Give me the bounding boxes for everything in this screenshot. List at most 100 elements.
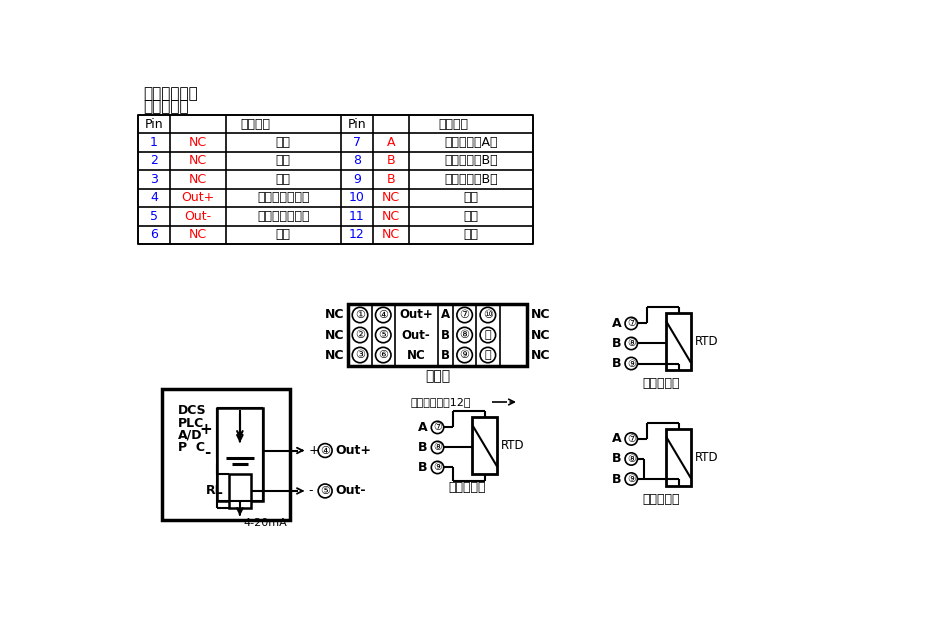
- Text: P  C: P C: [178, 441, 205, 454]
- Text: 空脚: 空脚: [275, 136, 291, 149]
- Text: ③: ③: [355, 350, 365, 360]
- Circle shape: [480, 327, 496, 343]
- Text: 顶视图: 顶视图: [425, 369, 451, 384]
- Text: 环路电流输出端: 环路电流输出端: [257, 210, 310, 223]
- Circle shape: [431, 441, 444, 454]
- Text: 空脚: 空脚: [464, 210, 478, 223]
- Circle shape: [480, 307, 496, 323]
- Text: RL: RL: [207, 485, 224, 497]
- Text: 7: 7: [353, 136, 361, 149]
- Text: Out-: Out-: [401, 328, 430, 341]
- Text: 12: 12: [349, 229, 365, 242]
- Text: A/D: A/D: [178, 429, 202, 442]
- Text: RTD: RTD: [502, 439, 525, 452]
- Text: B: B: [440, 348, 450, 361]
- Text: ⑦: ⑦: [627, 434, 636, 444]
- Circle shape: [375, 327, 391, 343]
- Text: 四线热电阻: 四线热电阻: [449, 481, 486, 494]
- Text: 空脚: 空脚: [275, 229, 291, 242]
- Bar: [137, 115, 533, 244]
- Text: B: B: [612, 472, 621, 485]
- Text: ①: ①: [355, 310, 365, 320]
- Text: ⑥: ⑥: [378, 350, 388, 360]
- Text: NC: NC: [189, 155, 207, 168]
- Text: 热电阻输入B端: 热电阻输入B端: [444, 155, 498, 168]
- Text: 5: 5: [150, 210, 158, 223]
- Circle shape: [431, 461, 444, 473]
- Circle shape: [457, 348, 473, 363]
- Circle shape: [625, 337, 638, 350]
- Text: +: +: [199, 422, 212, 437]
- Text: 3: 3: [150, 173, 158, 186]
- Circle shape: [431, 421, 444, 434]
- Text: 9: 9: [353, 173, 361, 186]
- Text: 2: 2: [150, 155, 158, 168]
- Text: NC: NC: [324, 308, 344, 321]
- Bar: [162, 389, 290, 520]
- Text: B: B: [612, 337, 621, 350]
- Text: Pin: Pin: [145, 118, 163, 131]
- Text: ⑫: ⑫: [485, 350, 491, 360]
- Text: 8: 8: [353, 155, 361, 168]
- Text: ⑦: ⑦: [433, 422, 442, 432]
- Text: ⑧: ⑧: [433, 442, 442, 452]
- Text: ⑤: ⑤: [378, 330, 388, 340]
- Text: Out-: Out-: [184, 210, 211, 223]
- Text: A: A: [612, 317, 621, 330]
- Text: RTD: RTD: [695, 335, 718, 348]
- Text: 空脚: 空脚: [275, 155, 291, 168]
- Text: ⑨: ⑨: [433, 462, 442, 472]
- Bar: [217, 408, 263, 500]
- Text: B: B: [612, 452, 621, 465]
- Circle shape: [375, 307, 391, 323]
- Circle shape: [375, 348, 391, 363]
- Circle shape: [352, 307, 368, 323]
- Text: ④: ④: [320, 445, 330, 455]
- Circle shape: [625, 317, 638, 330]
- Text: ⑦: ⑦: [460, 310, 470, 320]
- Text: ⑧: ⑧: [460, 330, 470, 340]
- Circle shape: [352, 348, 368, 363]
- Text: 空脚: 空脚: [464, 229, 478, 242]
- Bar: [473, 417, 497, 474]
- Text: A: A: [612, 432, 621, 445]
- Text: ⑩: ⑩: [483, 310, 493, 320]
- Text: ⑤: ⑤: [320, 486, 330, 496]
- Text: 1: 1: [150, 136, 158, 149]
- Text: Pin: Pin: [348, 118, 366, 131]
- Circle shape: [318, 484, 332, 498]
- Text: NC: NC: [189, 136, 207, 149]
- Text: 不用接或接到12脚: 不用接或接到12脚: [411, 397, 471, 407]
- Text: +: +: [309, 444, 320, 457]
- Text: ④: ④: [378, 310, 388, 320]
- Text: A: A: [418, 421, 427, 434]
- Text: 热电阻输入A端: 热电阻输入A端: [444, 136, 498, 149]
- Text: NC: NC: [407, 348, 425, 361]
- Text: Out+: Out+: [400, 308, 433, 321]
- Text: 4-20mA: 4-20mA: [244, 518, 287, 528]
- Text: ⑨: ⑨: [460, 350, 470, 360]
- Text: 4: 4: [150, 191, 158, 204]
- Circle shape: [352, 327, 368, 343]
- Circle shape: [318, 444, 332, 457]
- Text: NC: NC: [324, 348, 344, 361]
- Text: 两线热电阻: 两线热电阻: [642, 493, 679, 505]
- Text: NC: NC: [531, 328, 551, 341]
- Circle shape: [625, 453, 638, 465]
- Text: Out-: Out-: [336, 485, 365, 497]
- Text: Out+: Out+: [336, 444, 371, 457]
- Text: ⑨: ⑨: [627, 474, 636, 484]
- Text: NC: NC: [189, 229, 207, 242]
- Text: B: B: [418, 461, 427, 474]
- Circle shape: [457, 327, 473, 343]
- Circle shape: [625, 433, 638, 445]
- Text: 热电阻输入B端: 热电阻输入B端: [444, 173, 498, 186]
- Text: 10: 10: [349, 191, 365, 204]
- Text: 引脚功能: 引脚功能: [240, 118, 271, 131]
- Text: 引脚功能: 引脚功能: [438, 118, 468, 131]
- Text: 引脚定义：: 引脚定义：: [143, 100, 188, 115]
- Text: RTD: RTD: [695, 451, 718, 464]
- Text: B: B: [387, 173, 395, 186]
- Text: 6: 6: [150, 229, 158, 242]
- Text: ⑪: ⑪: [485, 330, 491, 340]
